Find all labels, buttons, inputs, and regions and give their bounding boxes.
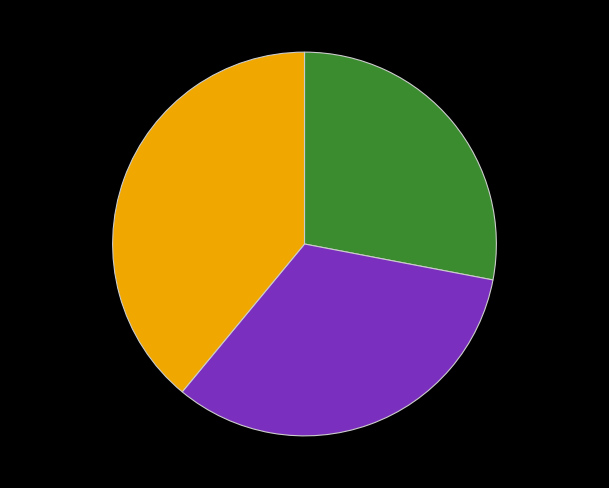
Wedge shape bbox=[182, 244, 493, 436]
Wedge shape bbox=[113, 52, 304, 392]
Wedge shape bbox=[304, 52, 496, 280]
